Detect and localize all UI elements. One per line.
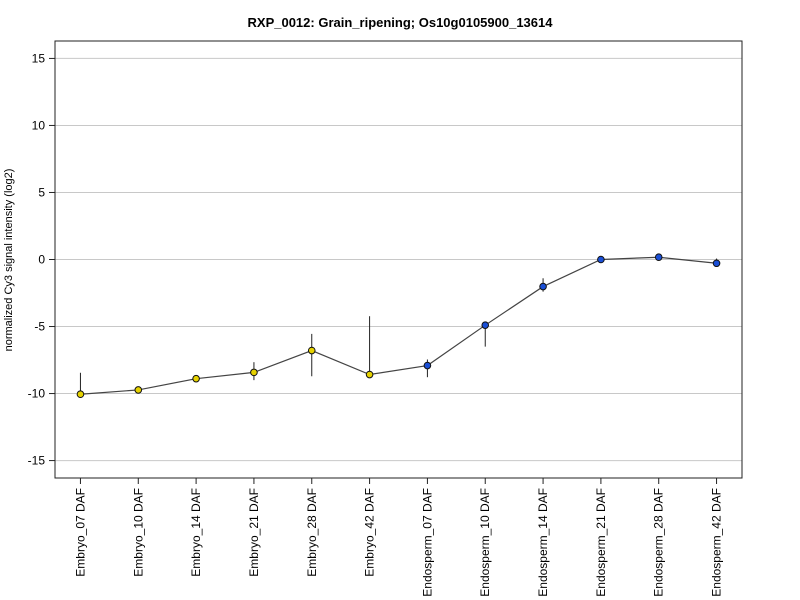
y-tick-label: -10 — [28, 387, 46, 401]
data-point — [134, 386, 143, 394]
x-tick-label: Endosperm_28 DAF — [652, 488, 666, 597]
data-point — [539, 282, 547, 291]
data-point — [712, 259, 721, 268]
data-point — [307, 346, 316, 355]
x-tick-label: Embryo_42 DAF — [363, 488, 377, 577]
x-tick-label: Endosperm_21 DAF — [594, 488, 608, 597]
x-tick-label: Embryo_10 DAF — [131, 488, 145, 577]
data-point — [250, 368, 258, 377]
y-axis-label: normalized Cy3 signal intensity (log2) — [3, 169, 15, 352]
chart-title: RXP_0012: Grain_ripening; Os10g0105900_1… — [248, 15, 554, 30]
data-point — [481, 321, 490, 329]
data-point — [192, 374, 200, 383]
x-tick-label: Embryo_21 DAF — [247, 488, 261, 577]
y-tick-label: 0 — [38, 253, 45, 267]
y-tick-label: -15 — [28, 454, 46, 468]
x-tick-label: Embryo_14 DAF — [189, 488, 203, 577]
y-tick-label: 15 — [32, 51, 46, 65]
x-tick-label: Endosperm_14 DAF — [536, 488, 550, 597]
data-point — [654, 253, 663, 262]
data-point — [423, 361, 432, 370]
data-point — [76, 390, 85, 399]
x-tick-label: Embryo_07 DAF — [73, 488, 87, 577]
x-tick-label: Endosperm_07 DAF — [420, 488, 434, 597]
x-tick-label: Endosperm_42 DAF — [710, 488, 724, 597]
data-point — [365, 370, 374, 379]
series-line — [80, 256, 717, 395]
x-tick-label: Endosperm_10 DAF — [478, 488, 492, 597]
y-tick-label: -5 — [34, 320, 45, 334]
y-tick-label: 5 — [38, 185, 45, 199]
x-tick-label: Embryo_28 DAF — [305, 488, 319, 577]
data-point — [597, 255, 605, 264]
y-tick-label: 10 — [32, 118, 46, 132]
